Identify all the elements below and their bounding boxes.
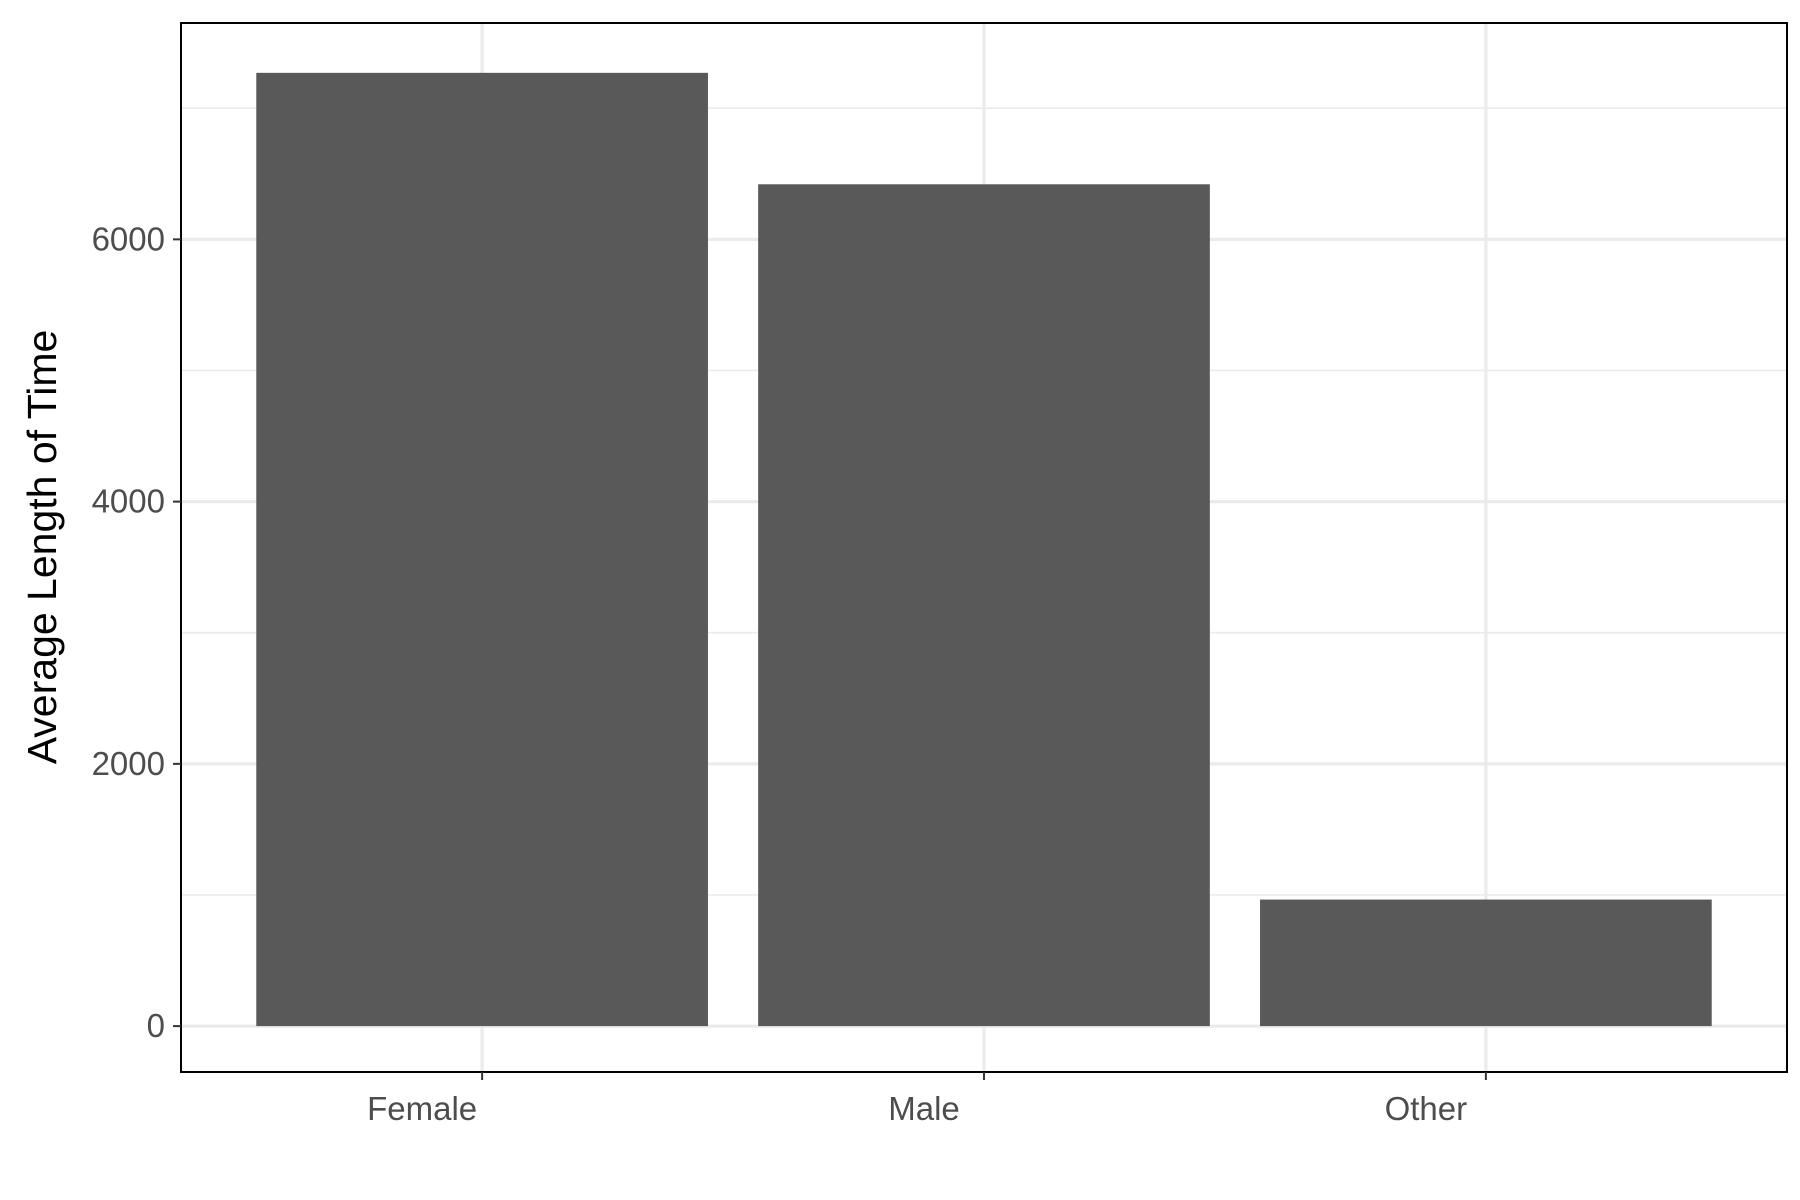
- y-tick-label: 4000: [92, 483, 165, 520]
- x-axis-ticks: Female Male Other: [367, 1072, 1487, 1127]
- y-tick-label: 6000: [92, 220, 165, 257]
- y-axis-ticks: 0 2000 4000 6000: [92, 220, 181, 1044]
- x-tick-label-other: Other: [1385, 1090, 1468, 1127]
- bar-male: [758, 184, 1210, 1027]
- y-tick-label: 2000: [92, 745, 165, 782]
- x-tick-label-male: Male: [888, 1090, 960, 1127]
- bar-other: [1260, 899, 1712, 1027]
- x-tick-label-female: Female: [367, 1090, 477, 1127]
- y-axis-title: Average Length of Time: [19, 330, 65, 765]
- bars: [256, 72, 1712, 1027]
- y-tick-label: 0: [147, 1007, 165, 1044]
- bar-female: [256, 72, 708, 1027]
